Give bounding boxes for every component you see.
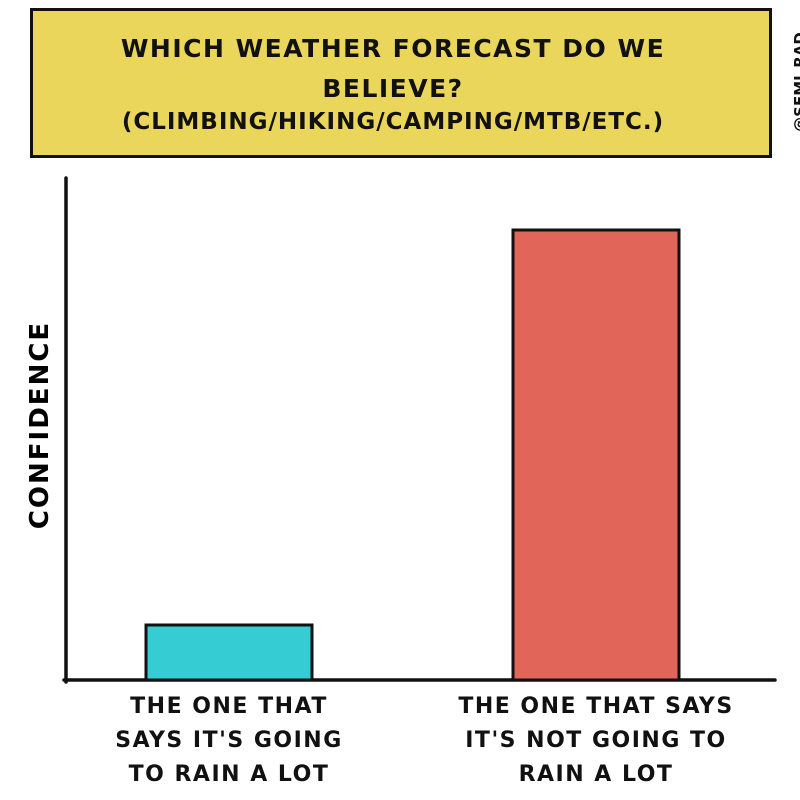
bar [511,228,681,682]
x-tick-label: THE ONE THAT SAYS IT'S NOT GOING TO RAIN… [458,694,734,787]
chart-subtitle: (CLIMBING/HIKING/CAMPING/MTB/ETC.) [121,109,665,135]
x-tick-label: THE ONE THAT SAYS IT'S GOING TO RAIN A L… [115,694,343,787]
chart-title: WHICH WEATHER FORECAST DO WE BELIEVE? [120,34,666,103]
bar [144,623,314,682]
header-box: WHICH WEATHER FORECAST DO WE BELIEVE? (C… [30,8,800,158]
y-axis-label: CONFIDENCE [25,321,55,529]
